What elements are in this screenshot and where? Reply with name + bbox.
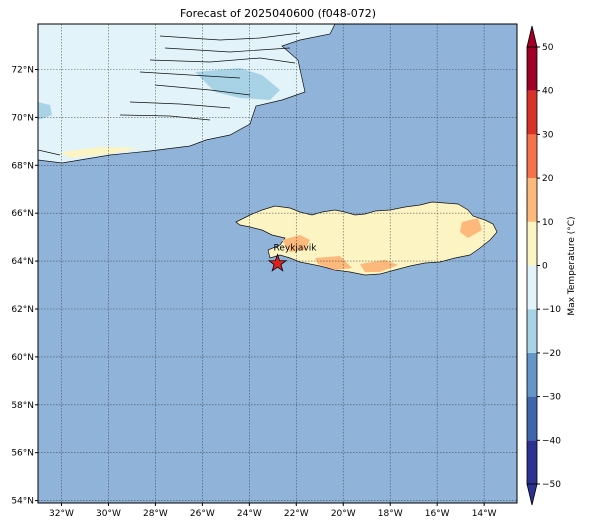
lon-label: 28°W	[143, 509, 168, 519]
colorbar-extend	[526, 483, 538, 506]
lat-label: 70°N	[11, 113, 34, 123]
cold-patch	[195, 68, 280, 100]
colorbar-tick-label: −50	[542, 480, 561, 490]
colorbar-band	[527, 90, 537, 135]
colorbar-tick-label: 30	[542, 130, 554, 140]
city-marker	[267, 253, 288, 272]
colorbar: −50 −40 −30 −20 −10 0 10 20 30 40 50	[526, 25, 561, 506]
lat-label: 64°N	[11, 257, 34, 267]
colorbar-tick-label: −20	[542, 349, 561, 359]
fjords	[38, 32, 301, 156]
city-label: Reykjavik	[274, 244, 318, 254]
colorbar-tick-label: −40	[542, 436, 561, 446]
lon-label: 26°W	[190, 509, 215, 519]
axis-labels: 32°W 30°W 28°W 26°W 24°W 22°W 20°W 18°W 16°W 14°W…	[11, 66, 496, 519]
colorbar-tick-label: −10	[542, 305, 561, 315]
lat-label: 60°N	[11, 353, 34, 363]
lat-label: 54°N	[11, 497, 34, 507]
warm-patch	[60, 147, 140, 158]
greenland	[38, 24, 336, 164]
colorbar-band	[527, 265, 537, 310]
colorbar-band	[527, 396, 537, 441]
colorbar-band	[527, 47, 537, 91]
lon-label: 18°W	[378, 509, 403, 519]
land	[38, 24, 498, 276]
colorbar-tick-label: 10	[542, 218, 554, 228]
lat-label: 66°N	[11, 209, 34, 219]
colorbar-extend	[526, 25, 538, 48]
colorbar-tick-label: 0	[542, 262, 548, 272]
colorbar-band	[527, 309, 537, 353]
colorbar-tick-label: 50	[542, 43, 554, 53]
lat-label: 56°N	[11, 449, 34, 459]
colorbar-band	[527, 221, 537, 266]
graticule	[38, 24, 517, 503]
colorbar-tick-label: −30	[542, 393, 561, 403]
lat-label: 62°N	[11, 305, 34, 315]
colorbar-band	[527, 134, 537, 179]
lat-label: 72°N	[11, 66, 34, 76]
colorbar-band	[527, 440, 537, 484]
colorbar-band	[527, 178, 537, 222]
warm-patch	[460, 218, 482, 238]
lon-label: 22°W	[284, 509, 309, 519]
iceland	[235, 201, 498, 276]
cold-patch	[38, 102, 52, 120]
warm-patch	[315, 256, 352, 270]
colorbar-label: Max Temperature (°C)	[567, 216, 577, 315]
title: Forecast of 2025040600 (f048-072)	[180, 7, 376, 20]
lon-label: 24°W	[237, 509, 262, 519]
lat-label: 58°N	[11, 401, 34, 411]
lon-label: 32°W	[49, 509, 74, 519]
lon-label: 30°W	[96, 509, 121, 519]
lon-label: 14°W	[472, 509, 497, 519]
lon-label: 16°W	[425, 509, 450, 519]
colorbar-tick-label: 40	[542, 87, 554, 97]
warm-patch	[360, 260, 398, 272]
colorbar-band	[527, 352, 537, 397]
marker-group: Reykjavik	[267, 244, 318, 272]
lon-label: 20°W	[331, 509, 356, 519]
map-frame	[37, 23, 518, 504]
lat-label: 68°N	[11, 161, 34, 171]
colorbar-tick-label: 20	[542, 174, 554, 184]
